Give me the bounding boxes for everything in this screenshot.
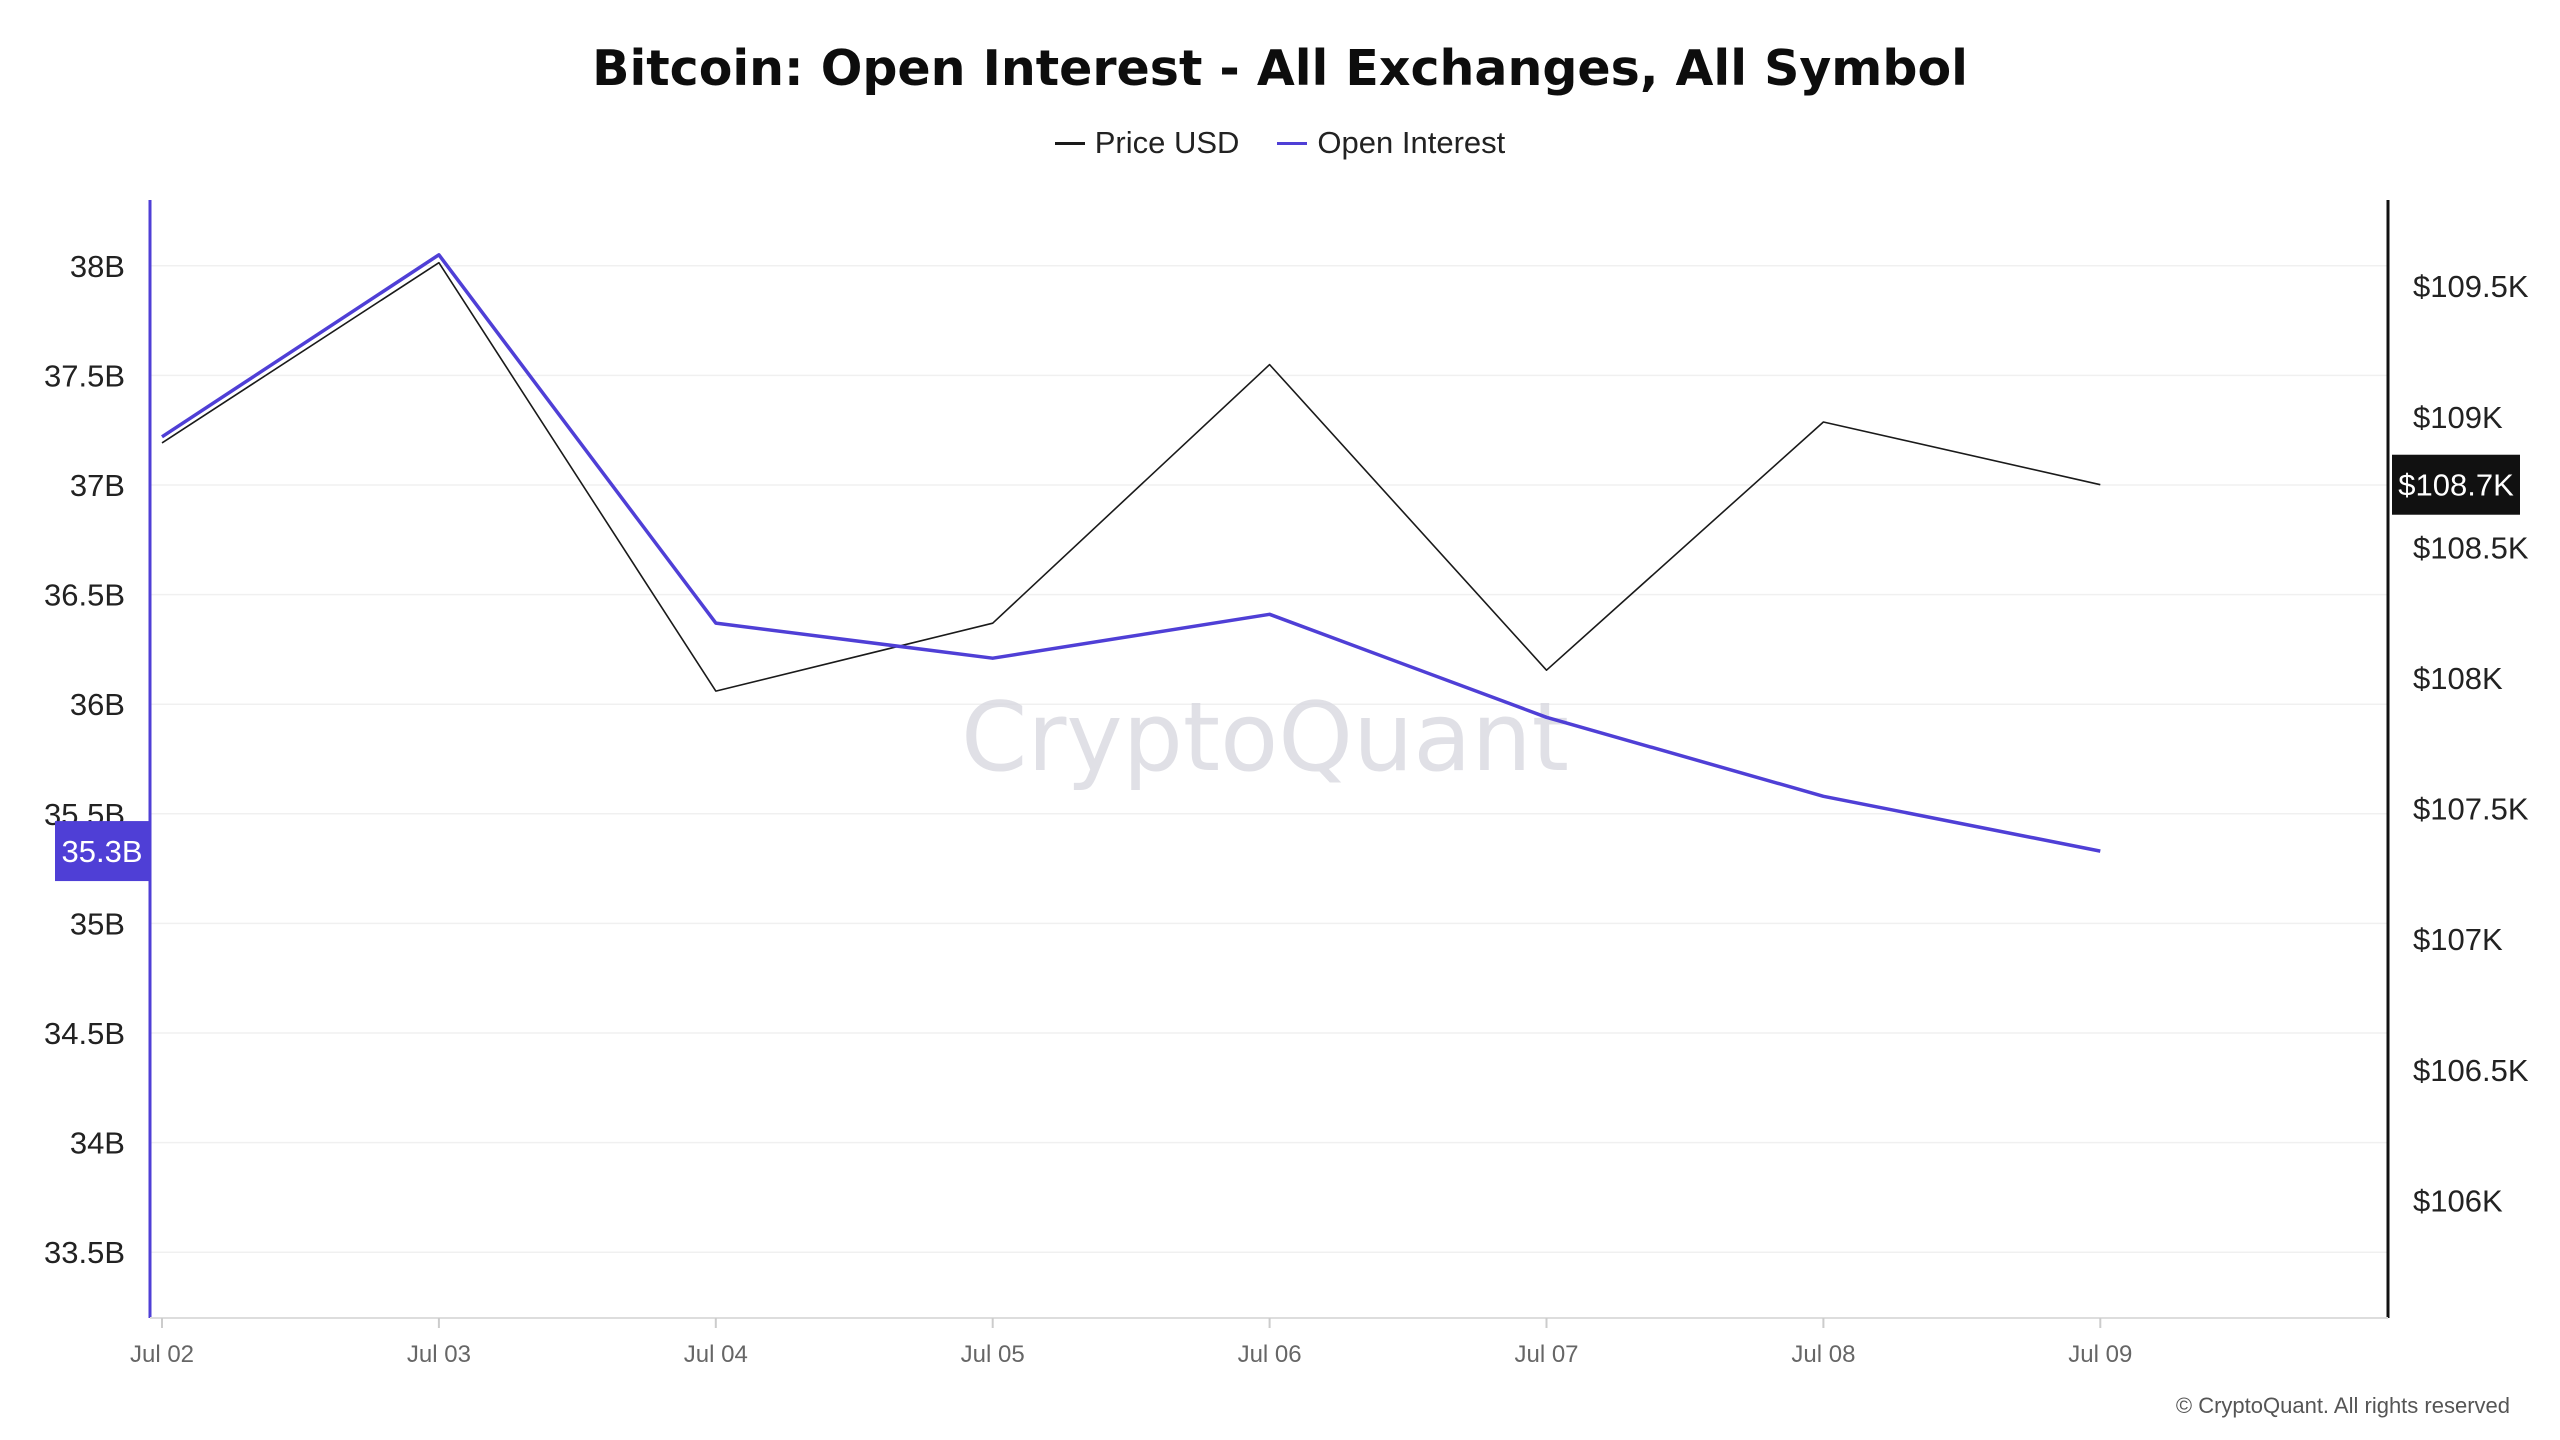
x-tick-label: Jul 03 xyxy=(407,1341,471,1368)
current-value-markers: 35.3B $108.7K xyxy=(55,454,2520,882)
copyright-notice: © CryptoQuant. All rights reserved xyxy=(2175,1393,2510,1418)
watermark: CryptoQuant xyxy=(961,683,1569,793)
legend-label-open-interest: Open Interest xyxy=(1317,125,1506,160)
x-tick-label: Jul 04 xyxy=(684,1341,748,1368)
left-tick-label: 36.5B xyxy=(44,578,125,613)
right-tick-label: $108K xyxy=(2413,661,2503,696)
grid-lines xyxy=(150,265,2388,1253)
legend-label-price: Price USD xyxy=(1094,125,1240,160)
right-tick-label: $106K xyxy=(2413,1183,2503,1218)
left-tick-label: 36B xyxy=(70,687,125,722)
series-layer xyxy=(161,253,2101,853)
left-tick-label: 38B xyxy=(70,249,125,284)
right-axis-ticks: $109.5K $109K $108.5K $108K $107.5K $107K $106… xyxy=(2413,269,2529,1218)
series-line-open-interest xyxy=(161,253,2101,853)
left-tick-label: 34B xyxy=(70,1126,125,1161)
x-tick-label: Jul 05 xyxy=(961,1341,1025,1368)
right-tick-label: $107.5K xyxy=(2413,792,2529,827)
current-open-interest-badge xyxy=(55,821,150,882)
x-tick-label: Jul 02 xyxy=(130,1341,194,1368)
left-tick-label: 33.5B xyxy=(44,1235,125,1270)
legend-item-open-interest[interactable]: Open Interest xyxy=(1277,125,1505,161)
right-tick-label: $108.5K xyxy=(2413,530,2529,565)
legend-swatch-price xyxy=(1054,141,1085,145)
right-tick-label: $109K xyxy=(2413,400,2503,435)
legend-swatch-open-interest xyxy=(1277,141,1308,145)
x-tick-label: Jul 07 xyxy=(1514,1341,1578,1368)
right-tick-label: $106.5K xyxy=(2413,1053,2529,1088)
right-tick-label: $107K xyxy=(2413,922,2503,957)
x-tick-label: Jul 08 xyxy=(1791,1341,1855,1368)
left-tick-label: 37B xyxy=(70,468,125,503)
current-price-badge xyxy=(2392,454,2520,515)
left-tick-label: 34.5B xyxy=(44,1016,125,1051)
x-axis-ticks: Jul 02 Jul 03 Jul 04 Jul 05 Jul 06 Jul 07 Jul … xyxy=(130,1318,2132,1368)
current-price-label: $108.7K xyxy=(2398,468,2514,503)
chart-legend: Price USD Open Interest xyxy=(0,125,2560,161)
x-tick-label: Jul 06 xyxy=(1238,1341,1302,1368)
left-tick-label: 37.5B xyxy=(44,358,125,393)
legend-item-price[interactable]: Price USD xyxy=(1054,125,1240,161)
series-line-price-usd xyxy=(161,261,2101,692)
right-tick-label: $109.5K xyxy=(2413,269,2529,304)
left-tick-label: 35B xyxy=(70,906,125,941)
current-open-interest-label: 35.3B xyxy=(61,834,142,869)
x-tick-label: Jul 09 xyxy=(2068,1341,2132,1368)
chart-title: Bitcoin: Open Interest - All Exchanges, … xyxy=(592,40,1968,97)
